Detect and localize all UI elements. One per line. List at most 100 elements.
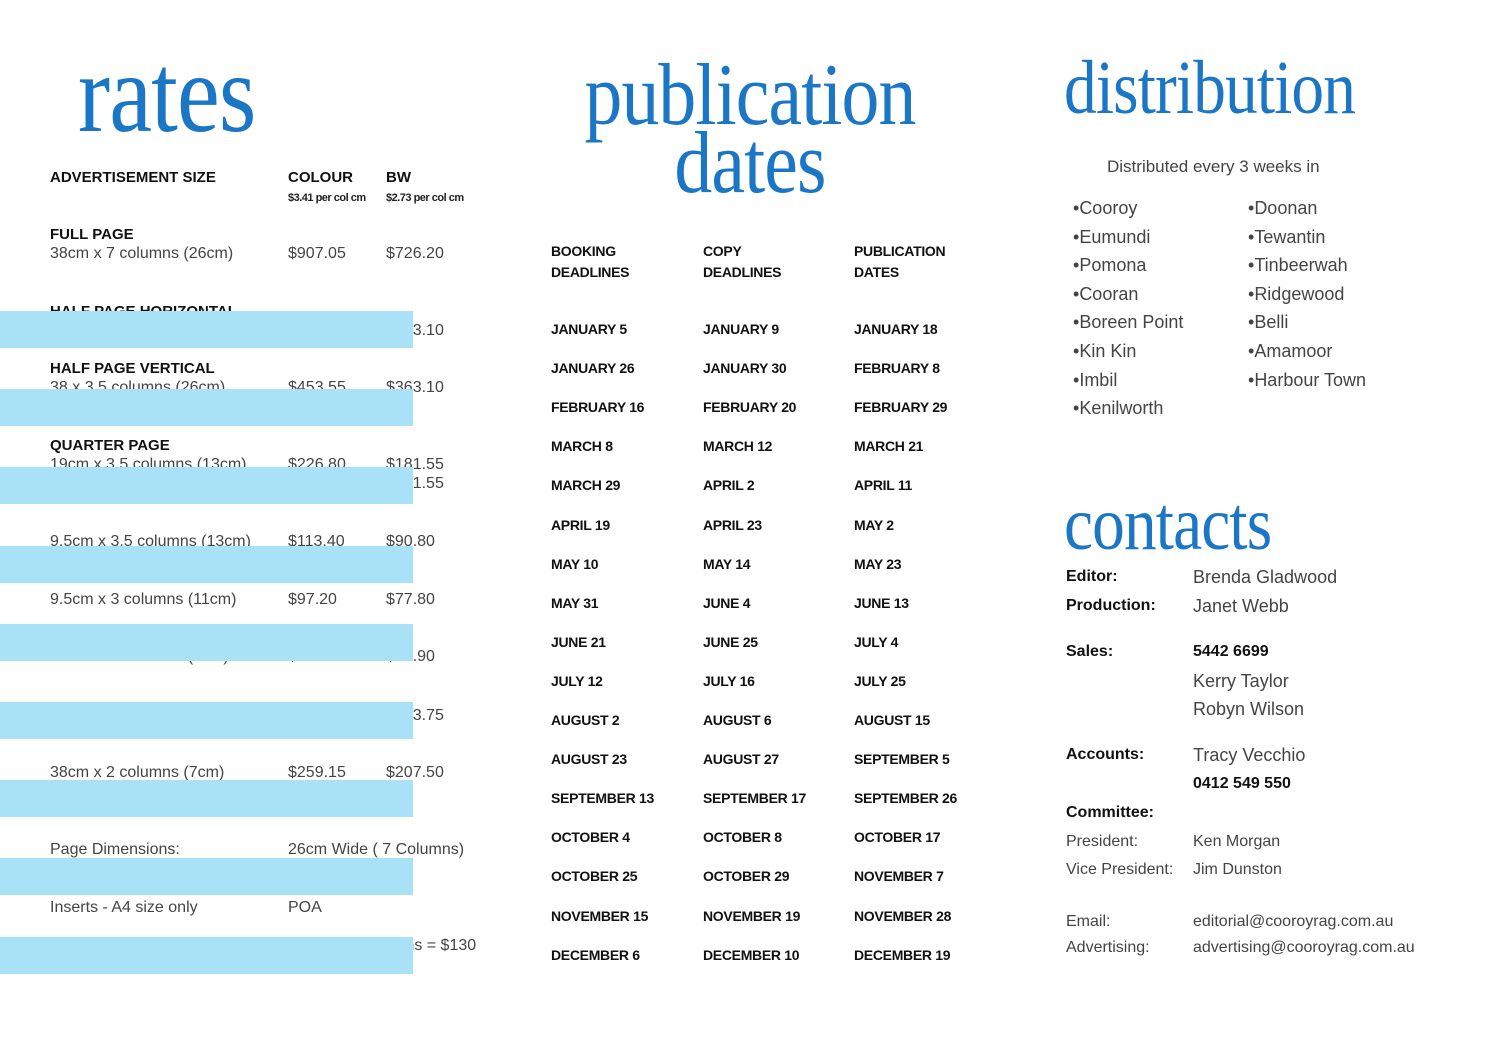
contact-value: editorial@cooroyrag.com.au — [1193, 913, 1394, 930]
contact-label: Editor: — [1066, 568, 1118, 585]
note-value: POA — [288, 899, 322, 916]
table-cell: NOVEMBER 19 — [703, 907, 801, 924]
header: COLOUR — [288, 169, 353, 186]
contact-value: 0412 549 550 — [1193, 774, 1291, 792]
table-cell: AUGUST 23 — [551, 751, 627, 768]
town: Tinbeerwah — [1248, 255, 1347, 275]
table-cell: MAY 31 — [551, 594, 599, 611]
table-cell: SEPTEMBER 26 — [854, 790, 957, 807]
table-cell: MARCH 8 — [551, 438, 613, 455]
table-cell: APRIL 23 — [703, 516, 762, 533]
contact-value: advertising@cooroyrag.com.au — [1193, 939, 1415, 956]
note-label: Inserts - A4 size only — [50, 899, 198, 916]
contact-value: Janet Webb — [1193, 596, 1289, 616]
table-cell: MARCH 12 — [703, 438, 773, 455]
town: Imbil — [1073, 370, 1117, 390]
town: Eumundi — [1073, 227, 1150, 247]
header: BW — [386, 169, 411, 186]
note-value: 26cm Wide ( 7 Columns) — [288, 841, 465, 858]
table-cell: JUNE 4 — [703, 594, 751, 611]
table-cell: NOVEMBER 28 — [854, 907, 952, 924]
table-cell: APRIL 2 — [703, 477, 755, 494]
row-bw: $726.20 — [386, 245, 444, 262]
table-cell: NOVEMBER 15 — [551, 907, 649, 924]
row-band — [0, 389, 413, 427]
contact-label: Advertising: — [1066, 939, 1150, 956]
table-cell: FEBRUARY 20 — [703, 399, 797, 416]
table-cell: MARCH 21 — [854, 438, 924, 455]
town: Boreen Point — [1073, 312, 1183, 332]
table-header: COPY — [703, 243, 742, 259]
table-cell: DECEMBER 10 — [703, 946, 800, 963]
table-cell: AUGUST 15 — [854, 712, 930, 728]
table-cell: AUGUST 27 — [703, 751, 779, 768]
contact-value: Kerry Taylor — [1193, 670, 1289, 691]
row-size: 38cm x 2 columns (7cm) — [50, 764, 225, 781]
table-cell: OCTOBER 29 — [703, 868, 790, 885]
table-header: DEADLINES — [703, 264, 782, 280]
contact-label: Accounts: — [1066, 746, 1145, 763]
row-band — [0, 936, 413, 974]
table-header: PUBLICATION — [854, 243, 946, 259]
header-note: $3.41 per col cm — [288, 192, 366, 204]
table-cell: JANUARY 26 — [551, 360, 635, 377]
town: Kin Kin — [1073, 341, 1136, 361]
table-cell: JULY 25 — [854, 672, 906, 689]
pub-title: publication — [584, 47, 916, 144]
table-cell: JULY 4 — [854, 633, 899, 650]
row-colour: $97.20 — [288, 591, 337, 608]
town: Belli — [1248, 312, 1288, 332]
table-cell: OCTOBER 25 — [551, 868, 638, 885]
table-cell: JANUARY 30 — [703, 360, 787, 377]
table-header: BOOKING — [551, 243, 616, 259]
table-cell: JANUARY 18 — [854, 321, 938, 337]
contact-value: Robyn Wilson — [1193, 699, 1305, 719]
table-cell: JUNE 13 — [854, 594, 909, 611]
row-bw: $207.50 — [386, 764, 444, 781]
pub-title: dates — [674, 115, 826, 212]
contact-label: Production: — [1066, 597, 1156, 614]
row-band — [0, 702, 413, 739]
table-cell: JANUARY 9 — [703, 321, 779, 337]
header-note: $2.73 per col cm — [386, 192, 464, 204]
contact-value: Brenda Gladwood — [1193, 567, 1338, 587]
town: Ridgewood — [1248, 284, 1344, 304]
row-band — [0, 545, 413, 583]
table-cell: NOVEMBER 7 — [854, 868, 944, 885]
contacts-title: contacts — [1064, 482, 1272, 566]
row-bw: $77.80 — [386, 591, 435, 608]
row-heading: QUARTER PAGE — [50, 437, 170, 454]
contact-value: Ken Morgan — [1193, 833, 1281, 850]
town: Kenilworth — [1073, 398, 1163, 418]
row-colour: $259.15 — [288, 764, 346, 781]
contact-label: Email: — [1066, 913, 1111, 930]
table-cell: FEBRUARY 16 — [551, 399, 645, 416]
table-cell: APRIL 19 — [551, 516, 610, 533]
contact-label: Vice President: — [1066, 861, 1174, 878]
table-cell: AUGUST 2 — [551, 712, 620, 728]
table-cell: MAY 10 — [551, 555, 599, 572]
row-size: 38cm x 7 columns (26cm) — [50, 245, 234, 262]
row-band — [0, 623, 413, 661]
table-cell: SEPTEMBER 17 — [703, 790, 806, 807]
table-cell: JULY 12 — [551, 672, 603, 689]
town: Cooroy — [1073, 198, 1137, 218]
row-band — [0, 858, 413, 896]
note-label: Page Dimensions: — [50, 841, 180, 858]
town: Harbour Town — [1248, 370, 1366, 390]
table-cell: JANUARY 5 — [551, 321, 627, 337]
contact-label: Sales: — [1066, 643, 1114, 660]
table-cell: MARCH 29 — [551, 477, 621, 494]
table-cell: MAY 23 — [854, 555, 902, 572]
table-cell: OCTOBER 4 — [551, 829, 630, 846]
table-cell: JUNE 21 — [551, 633, 606, 650]
table-cell: JUNE 25 — [703, 633, 758, 650]
town: Tewantin — [1248, 227, 1325, 247]
town: Amamoor — [1248, 341, 1332, 361]
header: ADVERTISEMENT SIZE — [50, 169, 216, 186]
contact-label: Committee: — [1066, 804, 1155, 821]
table-cell: OCTOBER 8 — [703, 829, 782, 846]
contact-value: 5442 6699 — [1193, 643, 1269, 660]
table-cell: OCTOBER 17 — [854, 829, 941, 846]
table-cell: MAY 14 — [703, 555, 751, 572]
